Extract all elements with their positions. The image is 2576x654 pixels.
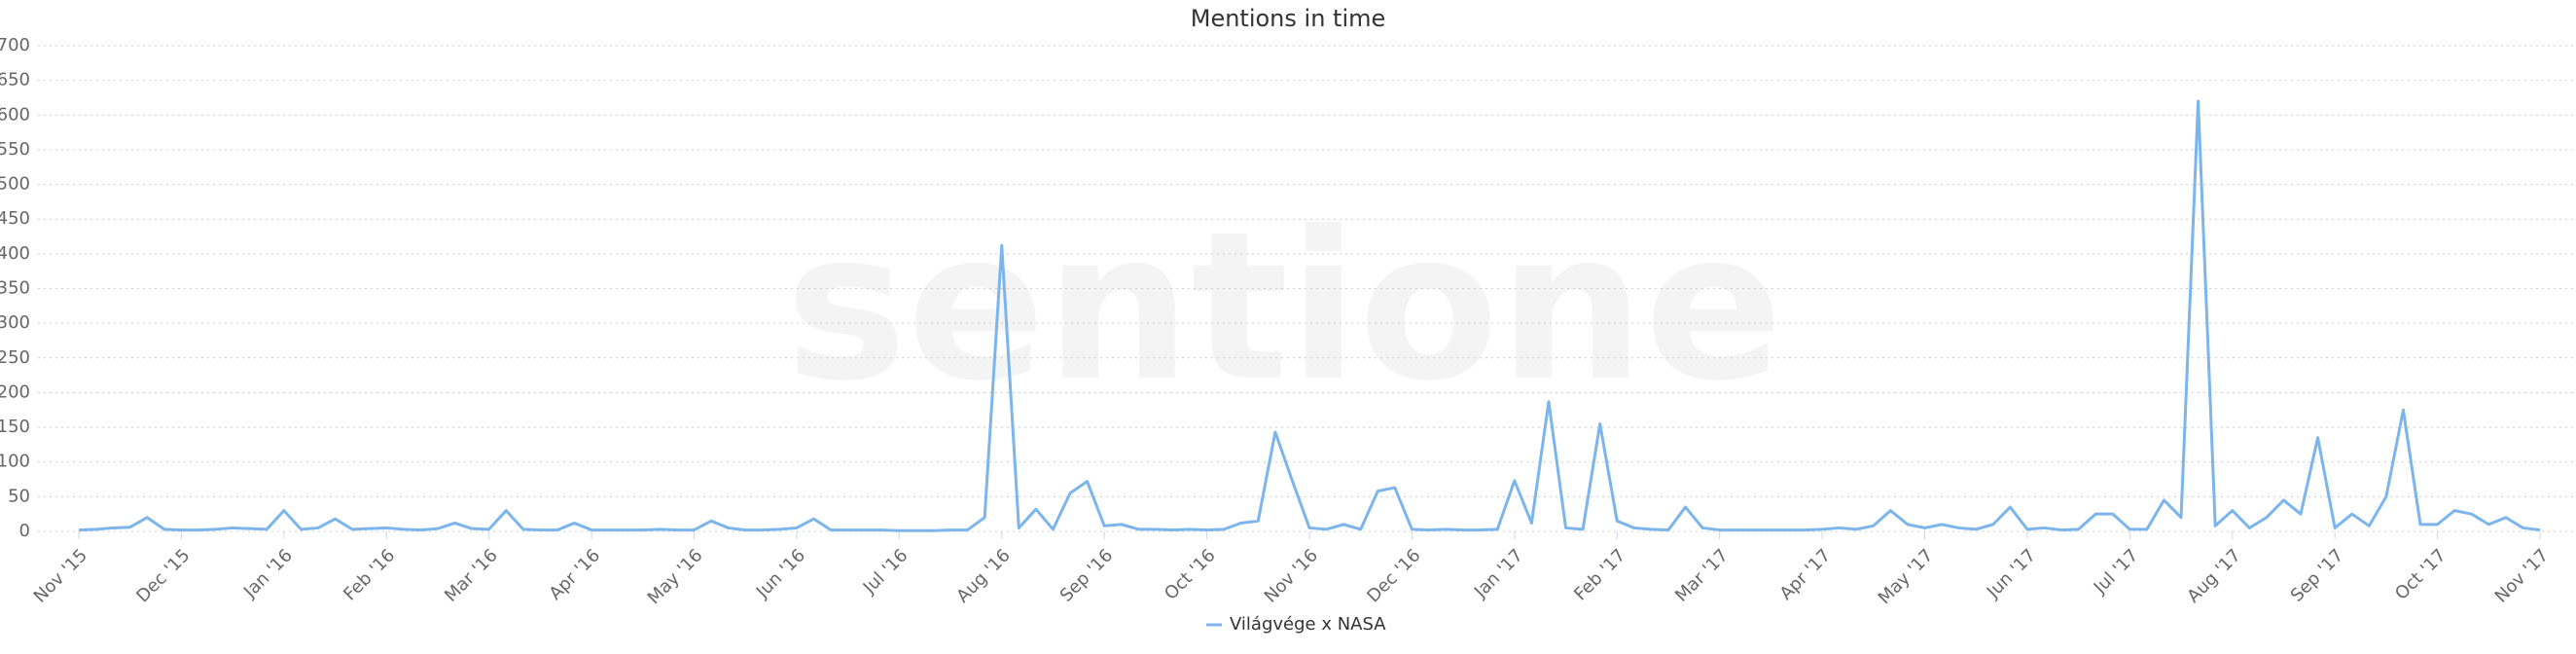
x-tick-label: Feb '17 — [1570, 545, 1629, 604]
x-tick-label: May '16 — [644, 545, 707, 608]
watermark: sentione — [785, 188, 1783, 426]
y-tick-label: 350 — [0, 278, 30, 299]
x-tick-label: Nov '16 — [1261, 545, 1322, 606]
x-tick-label: Aug '16 — [952, 545, 1014, 606]
chart-title: Mentions in time — [1191, 5, 1386, 32]
y-tick-label: 200 — [0, 382, 30, 402]
y-tick-label: 150 — [0, 417, 30, 437]
x-tick-label: Nov '15 — [30, 545, 91, 606]
x-tick-label: Dec '15 — [132, 545, 194, 606]
x-tick-label: Oct '16 — [1161, 545, 1220, 604]
x-tick-label: Aug '17 — [2183, 545, 2244, 606]
y-tick-label: 600 — [0, 104, 30, 125]
y-tick-label: 650 — [0, 70, 30, 91]
y-tick-label: 50 — [8, 486, 30, 506]
y-tick-label: 100 — [0, 452, 30, 472]
x-tick-label: Jun '17 — [1983, 545, 2040, 602]
x-tick-label: Jan '17 — [1470, 545, 1527, 602]
legend-label: Világvége x NASA — [1230, 614, 1386, 635]
y-tick-label: 700 — [0, 35, 30, 55]
x-tick-label: Feb '16 — [340, 545, 399, 604]
legend-item[interactable]: Világvége x NASA — [1206, 614, 1386, 635]
y-tick-label: 0 — [19, 521, 30, 541]
series-line — [78, 99, 2541, 532]
x-tick-label: Jul '17 — [2090, 545, 2143, 599]
y-tick-label: 550 — [0, 139, 30, 160]
x-tick-label: Oct '17 — [2391, 545, 2451, 604]
x-tick-label: Sep '17 — [2287, 545, 2348, 606]
x-tick-label: Apr '17 — [1776, 545, 1836, 604]
x-tick-label: May '17 — [1875, 545, 1938, 608]
x-tick-label: Mar '17 — [1671, 545, 1733, 606]
x-tick-label: Sep '16 — [1056, 545, 1118, 606]
x-tick-label: Jun '16 — [752, 545, 809, 602]
y-tick-label: 400 — [0, 243, 30, 264]
y-tick-label: 450 — [0, 208, 30, 229]
y-tick-label: 300 — [0, 312, 30, 333]
x-tick-label: Apr '16 — [546, 545, 605, 604]
x-tick-label: Jan '16 — [239, 545, 297, 602]
x-tick-label: Nov '17 — [2491, 545, 2553, 606]
x-tick-label: Mar '16 — [441, 545, 502, 606]
y-tick-label: 250 — [0, 347, 30, 368]
y-tick-label: 500 — [0, 174, 30, 195]
x-tick-label: Jul '16 — [859, 545, 912, 599]
x-tick-label: Dec '16 — [1363, 545, 1424, 606]
